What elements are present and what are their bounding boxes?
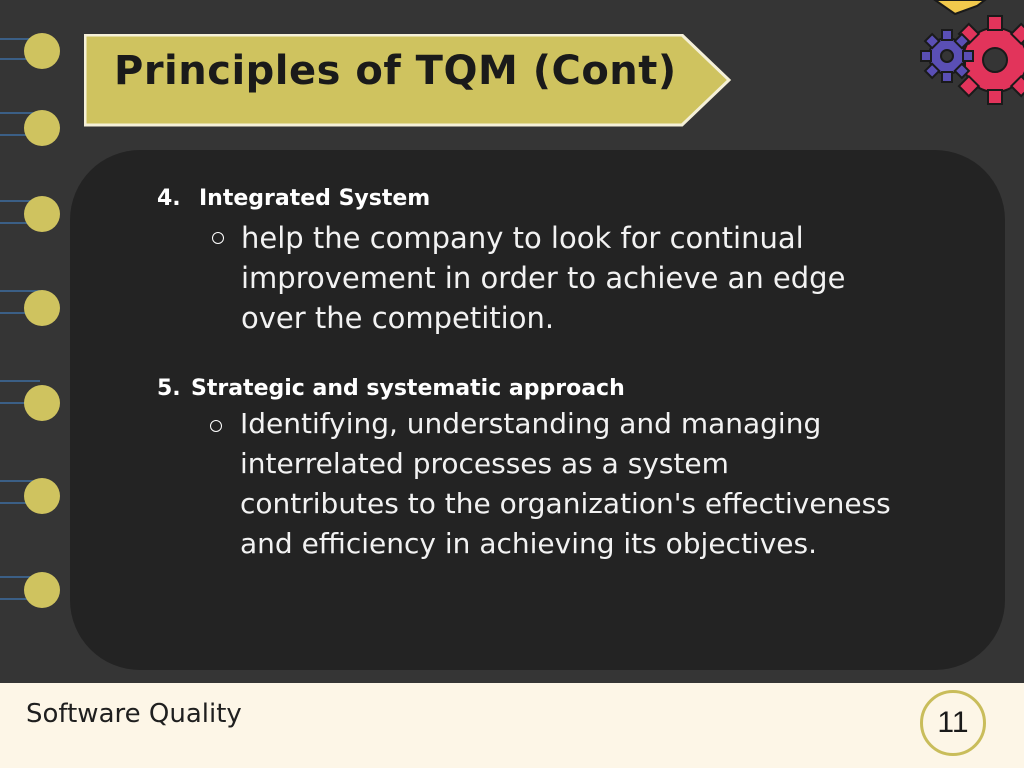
bullet-icon xyxy=(210,420,222,432)
notebook-line xyxy=(0,502,40,504)
notebook-line xyxy=(0,402,40,404)
body-line: contributes to the organization's effect… xyxy=(240,487,891,520)
body-line: Identifying, understanding and managing xyxy=(240,407,822,440)
item-number: 5. xyxy=(157,376,181,401)
punch-hole xyxy=(24,196,60,232)
body-line: over the competition. xyxy=(241,301,555,335)
notebook-line xyxy=(0,312,40,314)
notebook-line xyxy=(0,222,40,224)
title-banner: Principles of TQM (Cont) xyxy=(84,34,732,127)
bullet-icon xyxy=(212,232,224,244)
punch-hole xyxy=(24,290,60,326)
notebook-line xyxy=(0,112,40,114)
notebook-line xyxy=(0,598,40,600)
item-heading-label: Integrated System xyxy=(199,186,431,211)
footer: Software Quality 11 xyxy=(0,683,1024,768)
banner-shape xyxy=(84,34,732,127)
notebook-line xyxy=(0,576,40,578)
notebook-line xyxy=(0,380,40,382)
item-heading-integrated-system: 4. Integrated System xyxy=(157,186,430,211)
punch-hole xyxy=(24,478,60,514)
page-title: Principles of TQM (Cont) xyxy=(114,48,677,94)
body-line: help the company to look for continual xyxy=(241,221,804,255)
punch-hole xyxy=(24,572,60,608)
content-box xyxy=(70,150,1005,670)
notebook-line xyxy=(0,58,40,60)
item-heading-label: Strategic and systematic approach xyxy=(191,376,625,401)
item-body-integrated-system: help the company to look for continual i… xyxy=(241,218,845,338)
notebook-line xyxy=(0,38,40,40)
punch-hole xyxy=(24,110,60,146)
item-number: 4. xyxy=(157,186,181,211)
body-line: interrelated processes as a system xyxy=(240,447,729,480)
item-heading-strategic-approach: 5. Strategic and systematic approach xyxy=(157,376,625,401)
gears-icon xyxy=(920,0,1024,105)
body-line: and efficiency in achieving its objectiv… xyxy=(240,527,817,560)
footer-label: Software Quality xyxy=(26,699,242,729)
notebook-line xyxy=(0,200,40,202)
notebook-line xyxy=(0,134,40,136)
notebook-line xyxy=(0,290,40,292)
punch-hole xyxy=(24,385,60,421)
punch-hole xyxy=(24,33,60,69)
item-body-strategic-approach: Identifying, understanding and managing … xyxy=(240,404,891,564)
notebook-line xyxy=(0,480,40,482)
page-number: 11 xyxy=(920,690,986,756)
body-line: improvement in order to achieve an edge xyxy=(241,261,846,295)
